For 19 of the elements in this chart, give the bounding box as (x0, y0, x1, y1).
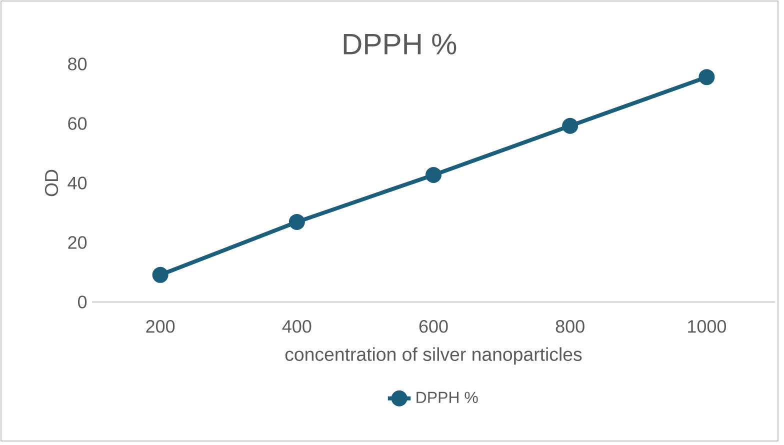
y-axis-title: OD (44, 170, 58, 196)
x-axis-title: concentration of silver nanoparticles (285, 347, 582, 365)
x-tick-label: 1000 (688, 320, 726, 333)
x-tick-label: 200 (146, 320, 175, 333)
y-tick-label: 80 (68, 58, 87, 70)
point (426, 166, 442, 183)
x-tick-label: 400 (282, 320, 312, 333)
y-tick-label: 20 (68, 236, 87, 249)
x-tick-label: 800 (556, 320, 584, 333)
point (698, 69, 715, 86)
y-tick-label: 0 (78, 296, 87, 308)
chart-title: DPPH % (344, 34, 456, 54)
y-tick-label: 40 (68, 176, 87, 190)
y-tick-label: 60 (68, 117, 87, 130)
point (288, 214, 305, 230)
point (152, 266, 168, 283)
legend-label: DPPH % (416, 392, 478, 404)
x-tick-label: 600 (419, 320, 448, 333)
point (562, 118, 578, 134)
